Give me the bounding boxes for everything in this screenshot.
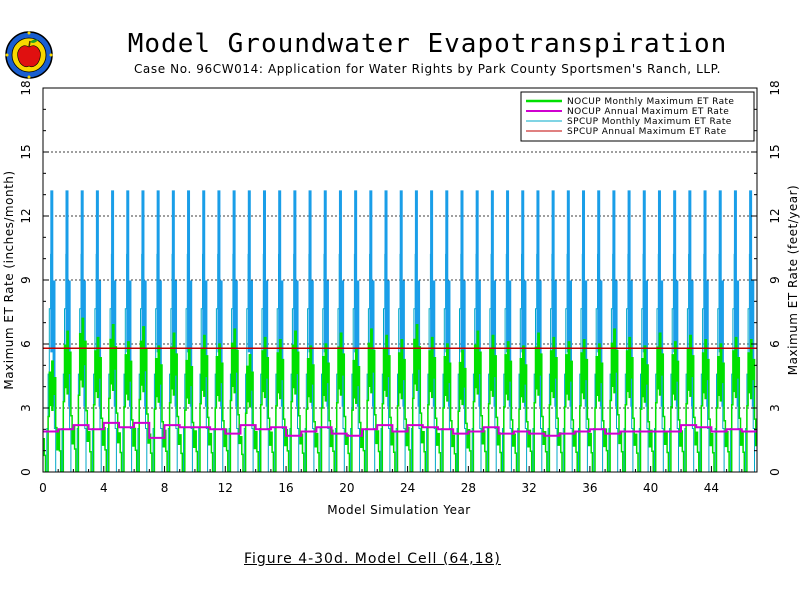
y-right-tick-label: 0: [768, 468, 782, 476]
y-axis-right-title: Maximum ET Rate (feet/year): [786, 185, 800, 375]
y-left-tick-label: 0: [19, 468, 33, 476]
y-left-tick-label: 15: [19, 144, 33, 159]
data-series: [43, 190, 757, 472]
x-tick-label: 4: [100, 481, 108, 495]
x-tick-label: 16: [278, 481, 293, 495]
legend-label-nocup-monthly: NOCUP Monthly Maximum ET Rate: [567, 97, 734, 107]
axes: 0 4 8 12 16 20 24 28 32 36 40 440369121518036912151…: [19, 80, 782, 495]
y-right-tick-label: 15: [768, 144, 782, 159]
series-nocup-annual: [43, 421, 757, 439]
y-right-tick-label: 3: [768, 404, 782, 412]
x-tick-label: 40: [643, 481, 658, 495]
x-tick-label: 36: [582, 481, 597, 495]
x-tick-label: 32: [521, 481, 536, 495]
y-left-tick-label: 9: [19, 276, 33, 284]
y-left-tick-label: 18: [19, 80, 33, 95]
x-tick-label: 12: [218, 481, 233, 495]
y-left-tick-label: 6: [19, 340, 33, 348]
y-right-tick-label: 12: [768, 208, 782, 223]
x-axis-title: Model Simulation Year: [327, 503, 470, 517]
county-seal-logo: [5, 31, 53, 79]
y-left-tick-label: 3: [19, 404, 33, 412]
x-tick-label: 20: [339, 481, 354, 495]
x-tick-label: 0: [39, 481, 47, 495]
chart-title: Model Groundwater Evapotranspiration: [127, 29, 728, 59]
x-tick-label: 8: [161, 481, 169, 495]
legend-label-spcup-annual: SPCUP Annual Maximum ET Rate: [567, 127, 727, 137]
x-tick-label: 24: [400, 481, 415, 495]
legend: NOCUP Monthly Maximum ET Rate NOCUP Annu…: [520, 91, 755, 142]
legend-label-spcup-monthly: SPCUP Monthly Maximum ET Rate: [567, 117, 732, 127]
x-tick-label: 44: [704, 481, 719, 495]
legend-label-nocup-annual: NOCUP Annual Maximum ET Rate: [567, 107, 729, 117]
y-left-tick-label: 12: [19, 208, 33, 223]
y-right-tick-label: 9: [768, 276, 782, 284]
y-right-tick-label: 18: [768, 80, 782, 95]
figure-caption: Figure 4-30d. Model Cell (64,18): [244, 551, 501, 567]
y-right-tick-label: 6: [768, 340, 782, 348]
x-tick-label: 28: [461, 481, 476, 495]
y-axis-left-title: Maximum ET Rate (inches/month): [2, 170, 16, 389]
chart-subtitle: Case No. 96CW014: Application for Water …: [133, 62, 722, 76]
